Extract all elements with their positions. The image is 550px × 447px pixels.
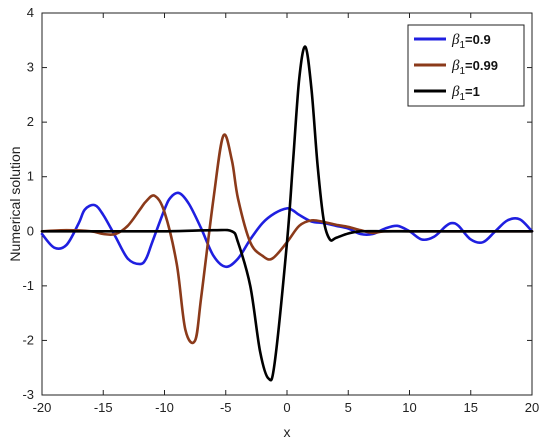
y-tick-label: 1 xyxy=(27,169,34,184)
series-lines xyxy=(40,45,534,382)
y-tick-label: 0 xyxy=(27,223,34,238)
y-axis-label: Numerical solution xyxy=(7,146,23,261)
x-axis-label: x xyxy=(284,424,291,440)
y-tick-label: -1 xyxy=(22,278,34,293)
legend-label-0: β1=0.9 xyxy=(451,32,491,51)
x-tick-label: -20 xyxy=(33,400,52,415)
x-tick-label: 20 xyxy=(525,400,539,415)
legend: β1=0.9 β1=0.99 β1=1 xyxy=(407,24,525,107)
y-tick-label: -2 xyxy=(22,332,34,347)
x-tick-label: -10 xyxy=(155,400,174,415)
y-tick-label: 4 xyxy=(27,5,34,20)
x-tick-label: 0 xyxy=(283,400,290,415)
legend-label-1: β1=0.99 xyxy=(451,58,498,77)
x-tick-label: -15 xyxy=(94,400,113,415)
series-line-0 xyxy=(40,191,534,269)
y-tick-label: -3 xyxy=(22,387,34,402)
legend-label-2: β1=1 xyxy=(451,84,480,103)
x-tick-label: 15 xyxy=(464,400,478,415)
series-line-2 xyxy=(40,45,534,382)
y-tick-label: 2 xyxy=(27,114,34,129)
x-tick-label: 10 xyxy=(402,400,416,415)
y-tick-label: 3 xyxy=(27,60,34,75)
x-tick-label: -5 xyxy=(220,400,232,415)
x-tick-label: 5 xyxy=(345,400,352,415)
